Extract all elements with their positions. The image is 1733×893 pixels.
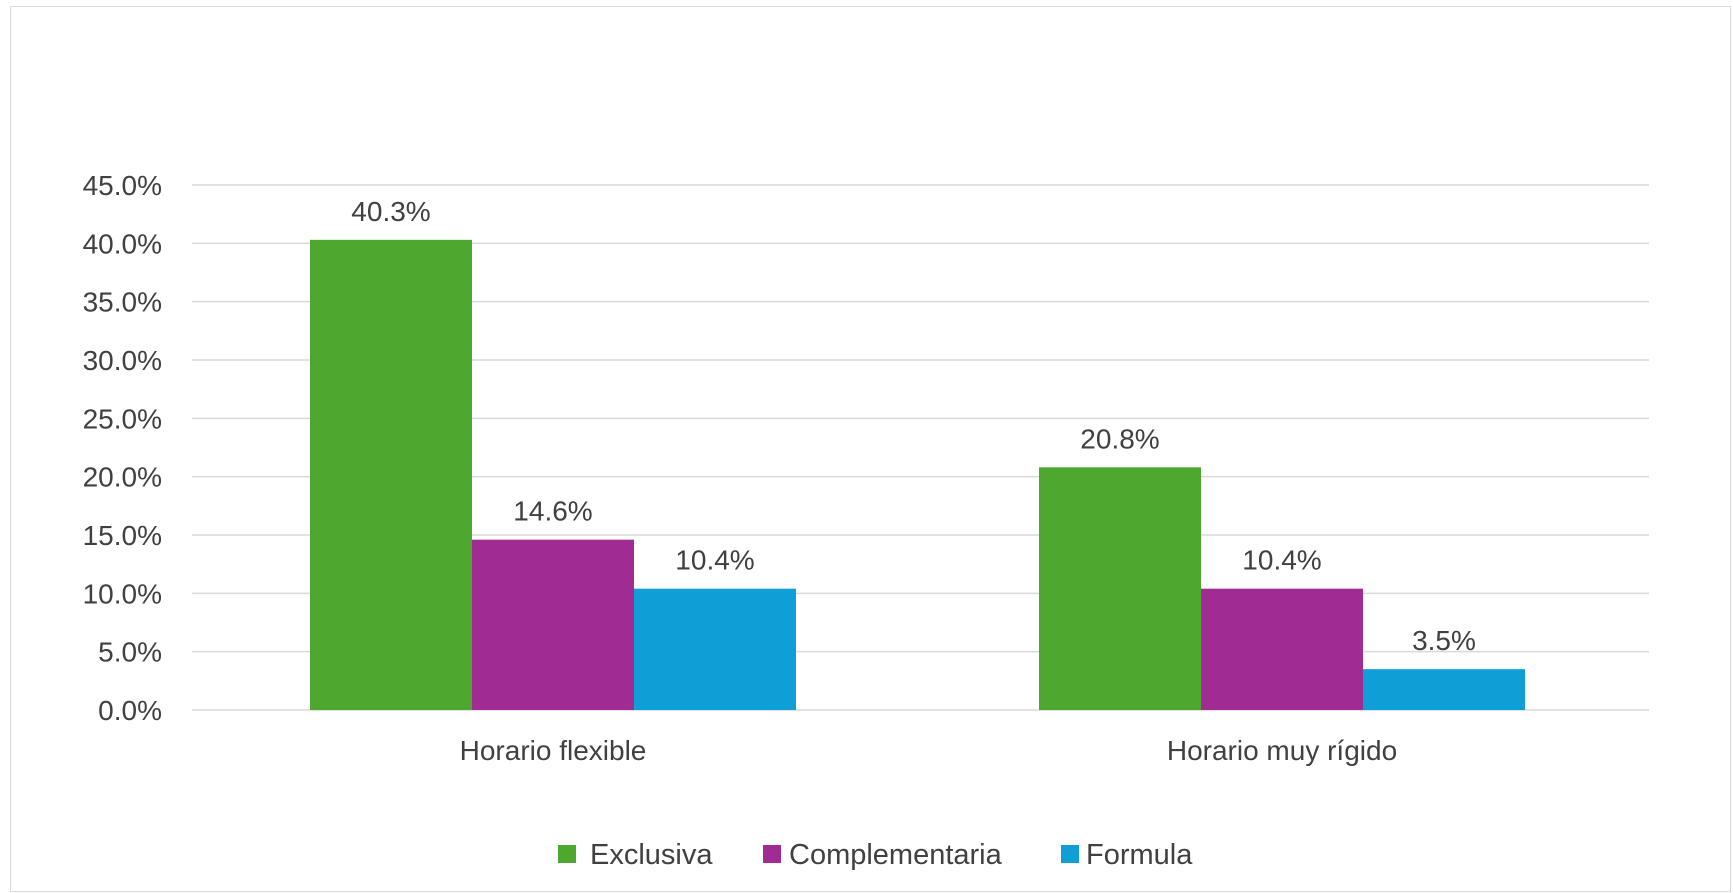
- x-category-label: Horario muy rígido: [1167, 735, 1397, 766]
- legend-swatch: [1061, 845, 1079, 863]
- legend-swatch: [558, 845, 576, 863]
- y-tick-label: 15.0%: [83, 520, 162, 551]
- y-tick-label: 45.0%: [83, 170, 162, 201]
- legend-label: Complementaria: [789, 839, 1003, 871]
- y-tick-label: 5.0%: [98, 637, 162, 668]
- data-label: 40.3%: [351, 196, 430, 227]
- bars: [310, 239, 1525, 711]
- y-tick-label: 40.0%: [83, 228, 162, 259]
- legend: Exclusiva Complementaria Formula: [558, 839, 1193, 871]
- chart-area: [10, 6, 1731, 892]
- x-axis-category-labels: Horario flexible Horario muy rígido: [460, 735, 1398, 766]
- bar: [1201, 588, 1363, 710]
- y-tick-label: 20.0%: [83, 462, 162, 493]
- bar: [310, 239, 472, 711]
- legend-label: Exclusiva: [590, 839, 713, 871]
- data-label: 10.4%: [1242, 545, 1321, 576]
- y-tick-label: 25.0%: [83, 403, 162, 434]
- data-label: 10.4%: [675, 545, 754, 576]
- legend-swatch: [763, 845, 781, 863]
- y-tick-label: 35.0%: [83, 287, 162, 318]
- data-label: 20.8%: [1080, 423, 1159, 454]
- bar: [1363, 669, 1525, 710]
- x-category-label: Horario flexible: [460, 735, 647, 766]
- data-labels: 40.3% 14.6% 10.4% 20.8% 10.4% 3.5%: [351, 196, 1476, 656]
- y-tick-label: 30.0%: [83, 345, 162, 376]
- y-axis-tick-labels: 0.0% 5.0% 10.0% 15.0% 20.0% 25.0% 30.0% 35.0% 40…: [83, 170, 162, 726]
- bar: [1039, 467, 1201, 710]
- bar: [472, 539, 634, 710]
- data-label: 3.5%: [1412, 625, 1476, 656]
- y-tick-label: 10.0%: [83, 578, 162, 609]
- y-tick-label: 0.0%: [98, 695, 162, 726]
- data-label: 14.6%: [513, 496, 592, 527]
- legend-label: Formula: [1086, 839, 1193, 871]
- bar: [634, 588, 796, 710]
